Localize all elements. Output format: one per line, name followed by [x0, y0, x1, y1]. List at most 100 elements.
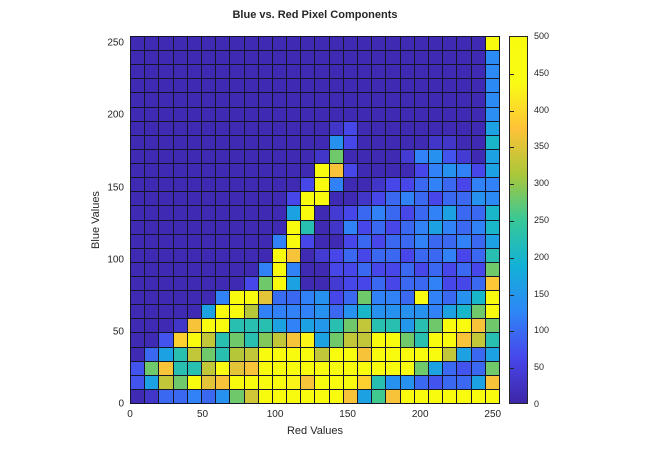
heatmap-cell	[471, 375, 485, 389]
heatmap-cell	[272, 248, 287, 262]
heatmap-cell	[258, 178, 272, 192]
heatmap-cell	[131, 135, 145, 149]
heatmap-cell	[400, 276, 414, 291]
heatmap-cell	[414, 220, 429, 234]
heatmap-cell	[358, 234, 372, 248]
heatmap-cell	[216, 107, 230, 121]
heatmap-cell	[173, 206, 187, 220]
colorbar-tick-mark	[510, 294, 514, 296]
heatmap-cell	[244, 276, 258, 291]
heatmap-cell	[159, 121, 173, 135]
heatmap-cell	[329, 135, 343, 149]
heatmap-cell	[485, 375, 499, 389]
heatmap-cell	[272, 121, 287, 135]
heatmap-cell	[173, 319, 187, 333]
heatmap-cell	[201, 51, 216, 65]
heatmap-cell	[471, 305, 485, 319]
heatmap-cell	[258, 220, 272, 234]
heatmap-cell	[414, 347, 429, 361]
heatmap-cell	[315, 149, 329, 164]
heatmap-cell	[471, 107, 485, 121]
heatmap-cell	[471, 65, 485, 79]
heatmap-cell	[329, 375, 343, 389]
heatmap-cell	[258, 248, 272, 262]
heatmap-cell	[343, 276, 358, 291]
heatmap-cell	[414, 51, 429, 65]
heatmap-cell	[315, 375, 329, 389]
heatmap-cell	[386, 51, 400, 65]
heatmap-cell	[400, 178, 414, 192]
heatmap-cell	[372, 37, 386, 51]
x-tick-label: 50	[196, 409, 209, 420]
heatmap-cell	[173, 192, 187, 206]
heatmap-cell	[315, 305, 329, 319]
heatmap-cell	[414, 37, 429, 51]
heatmap-cell	[414, 121, 429, 135]
heatmap-cell	[315, 347, 329, 361]
heatmap-cell	[485, 149, 499, 164]
heatmap-cell	[301, 220, 315, 234]
heatmap-cell	[187, 178, 201, 192]
heatmap-cell	[258, 107, 272, 121]
heatmap-cell	[187, 121, 201, 135]
heatmap-cell	[244, 51, 258, 65]
heatmap-cell	[272, 93, 287, 107]
heatmap-cell	[400, 220, 414, 234]
heatmap-cell	[358, 178, 372, 192]
heatmap-cell	[429, 206, 443, 220]
heatmap-cell	[372, 234, 386, 248]
heatmap-cell	[329, 234, 343, 248]
heatmap-cell	[244, 319, 258, 333]
heatmap-cell	[315, 291, 329, 305]
heatmap-cell	[230, 319, 244, 333]
heatmap-cell	[301, 291, 315, 305]
heatmap-cell	[272, 79, 287, 93]
heatmap-cell	[230, 135, 244, 149]
heatmap-cell	[258, 206, 272, 220]
heatmap-cell	[329, 206, 343, 220]
heatmap-cell	[343, 333, 358, 347]
heatmap-cell	[187, 347, 201, 361]
heatmap-cell	[343, 319, 358, 333]
heatmap-cell	[301, 333, 315, 347]
heatmap-cell	[372, 291, 386, 305]
colorbar-tick-mark	[510, 73, 514, 75]
heatmap-cell	[287, 291, 301, 305]
heatmap-cell	[201, 178, 216, 192]
heatmap-cell	[301, 65, 315, 79]
heatmap-cell	[315, 79, 329, 93]
heatmap-cell	[343, 135, 358, 149]
heatmap-cell	[386, 37, 400, 51]
heatmap-cell	[372, 135, 386, 149]
heatmap-cell	[443, 178, 457, 192]
heatmap-cell	[159, 276, 173, 291]
heatmap-cell	[216, 305, 230, 319]
heatmap-cell	[386, 65, 400, 79]
heatmap-cell	[131, 51, 145, 65]
heatmap-cell	[386, 333, 400, 347]
heatmap-cell	[301, 79, 315, 93]
heatmap-cell	[329, 37, 343, 51]
heatmap-cell	[287, 51, 301, 65]
heatmap-cell	[414, 262, 429, 276]
heatmap-cell	[159, 305, 173, 319]
heatmap-cell	[372, 65, 386, 79]
heatmap-cell	[145, 192, 159, 206]
heatmap-cell	[131, 93, 145, 107]
heatmap-cell	[372, 206, 386, 220]
heatmap-cell	[485, 135, 499, 149]
heatmap-cell	[358, 192, 372, 206]
heatmap-cell	[414, 333, 429, 347]
heatmap-cell	[443, 79, 457, 93]
heatmap-cell	[216, 361, 230, 375]
heatmap-cell	[230, 291, 244, 305]
heatmap-cell	[131, 276, 145, 291]
heatmap-cell	[343, 220, 358, 234]
heatmap-cell	[258, 149, 272, 164]
heatmap-cell	[343, 37, 358, 51]
heatmap-cell	[457, 276, 471, 291]
heatmap-cell	[471, 164, 485, 178]
y-tick-label: 0	[118, 398, 124, 410]
heatmap-cell	[244, 192, 258, 206]
heatmap-cell	[485, 361, 499, 375]
